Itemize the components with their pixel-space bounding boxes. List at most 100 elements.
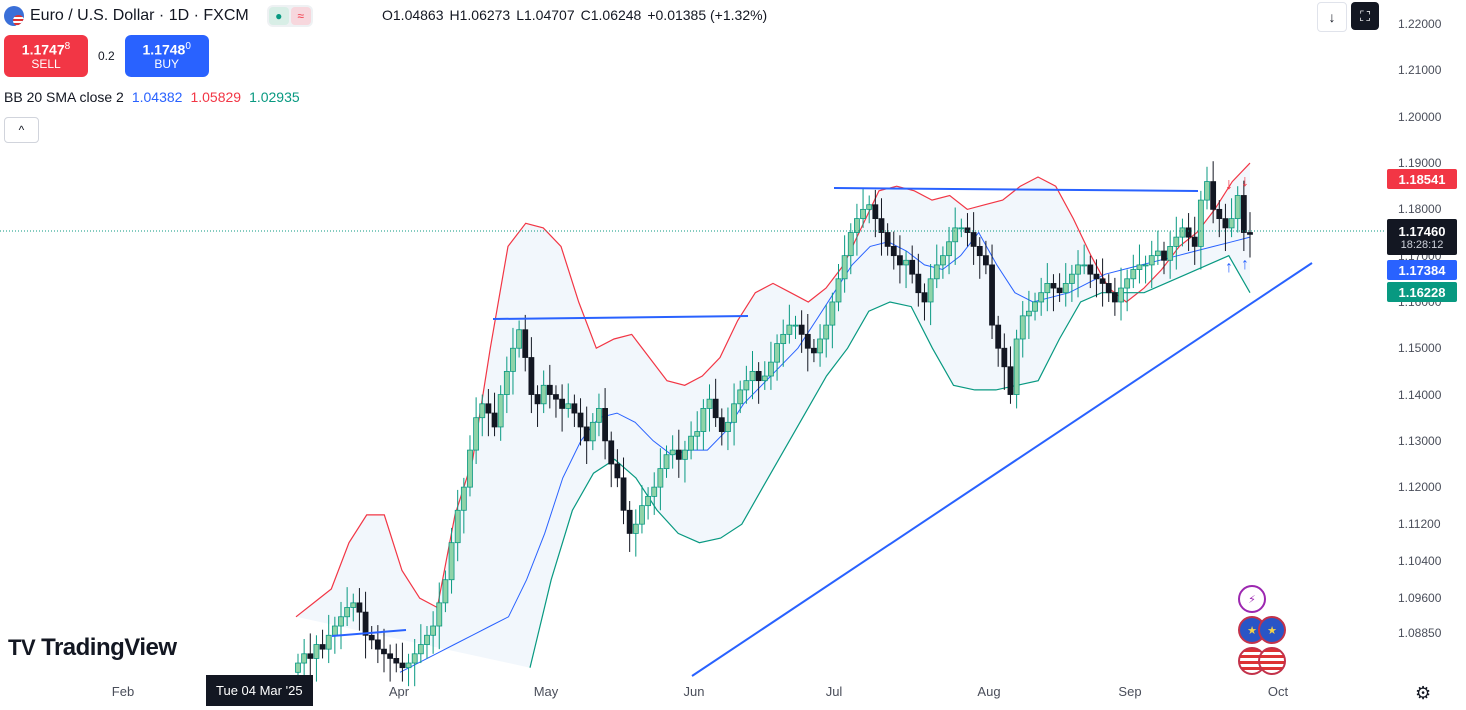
candle-body: [534, 394, 541, 405]
candle-body: [331, 625, 338, 636]
candle-body: [301, 653, 308, 664]
candle-body: [313, 644, 320, 659]
bb-basis-price-label: 1.17384: [1387, 260, 1457, 280]
candle-body: [1240, 195, 1247, 233]
download-icon[interactable]: ↓: [1317, 2, 1347, 32]
candle-body: [516, 329, 523, 349]
delayed-data-icon[interactable]: ≈: [290, 7, 311, 25]
candle-body: [540, 384, 547, 405]
candle-body: [1228, 218, 1235, 229]
sell-price-pip: 8: [64, 40, 71, 52]
price-tick-label: 1.08850: [1398, 625, 1442, 640]
chart-settings-icon[interactable]: ⚙: [1415, 683, 1432, 703]
price-tick-label: 1.09600: [1398, 591, 1442, 606]
candle-body: [577, 412, 584, 428]
candle-body: [374, 639, 381, 650]
candle-body: [381, 648, 387, 655]
candle-body: [811, 347, 817, 354]
candle-body: [442, 579, 449, 604]
candle-body: [694, 431, 701, 437]
candle-body: [1007, 366, 1014, 395]
candle-body: [1222, 218, 1229, 229]
candle-body: [387, 653, 394, 659]
signal-arrows: ↓ ↓ ↑ ↑: [1225, 173, 1249, 276]
candle-body: [657, 468, 664, 488]
candle-body: [866, 204, 873, 210]
candle-body: [933, 264, 940, 280]
buy-label: BUY: [154, 57, 180, 72]
indicator-lower-value: 1.02935: [249, 89, 300, 105]
candle-body: [1185, 227, 1192, 238]
candle-body: [602, 408, 608, 442]
candle-body: [903, 259, 909, 266]
candle-body: [485, 403, 492, 414]
indicator-upper-value: 1.05829: [190, 89, 242, 105]
candle-body: [608, 440, 615, 465]
candle-body: [344, 607, 351, 618]
crosshair-date-label: Tue 04 Mar '25: [206, 675, 313, 706]
candle-body: [878, 218, 885, 233]
symbol-header: Euro / U.S. Dollar · 1D · FXCM ● ≈: [4, 4, 313, 28]
bb-lower-price-label: 1.16228: [1387, 282, 1457, 302]
fullscreen-icon[interactable]: ⛶: [1351, 2, 1379, 30]
indicator-legend[interactable]: BB 20 SMA close 2 1.04382 1.05829 1.0293…: [4, 89, 300, 105]
indicator-basis-value: 1.04382: [131, 89, 183, 105]
candle-body: [614, 463, 621, 479]
trade-panel: 1.17478 SELL 0.2 1.17480 BUY: [4, 35, 209, 77]
sell-button[interactable]: 1.17478 SELL: [4, 35, 88, 77]
candle-body: [528, 357, 535, 395]
candles: [295, 161, 1253, 687]
collapse-legend-button[interactable]: ^: [4, 117, 39, 143]
candle-body: [473, 417, 480, 451]
candle-body: [1025, 310, 1032, 317]
ai-insight-icon[interactable]: ⚡: [1238, 585, 1266, 613]
candle-body: [1044, 283, 1051, 294]
eur-event-icon[interactable]: ★: [1258, 616, 1286, 644]
candle-body: [958, 227, 965, 230]
candle-body: [411, 653, 418, 664]
candle-body: [1210, 181, 1217, 210]
tradingview-logo[interactable]: TV TradingView: [8, 634, 177, 662]
candle-body: [1062, 283, 1069, 294]
candle-body: [768, 361, 774, 377]
spread-value: 0.2: [98, 49, 115, 63]
candle-body: [964, 227, 971, 233]
price-tick-label: 1.10400: [1398, 554, 1442, 569]
candle-body: [467, 449, 473, 488]
candle-body: [1093, 273, 1100, 280]
last-price-label: 1.17460 18:28:12: [1387, 219, 1457, 255]
candle-body: [804, 333, 811, 349]
market-open-icon[interactable]: ●: [268, 7, 289, 25]
candle-body: [596, 408, 602, 423]
candle-body: [1216, 208, 1223, 220]
candle-body: [872, 204, 879, 220]
price-tick-label: 1.21000: [1398, 63, 1442, 78]
candle-body: [743, 380, 750, 391]
bollinger-band-fill: [296, 163, 1250, 668]
candle-body: [1167, 246, 1174, 261]
candle-body: [1105, 283, 1112, 294]
candle-body: [424, 634, 430, 645]
candle-body: [1087, 264, 1094, 275]
candle-body: [559, 398, 566, 409]
candle-body: [1191, 236, 1198, 247]
candle-body: [682, 449, 688, 460]
usd-event-icon[interactable]: [1258, 647, 1286, 675]
bb-upper-price-label: 1.18541: [1387, 169, 1457, 189]
candle-body: [798, 324, 805, 335]
sell-signal-arrow: ↓: [1225, 176, 1233, 193]
symbol-title[interactable]: Euro / U.S. Dollar · 1D · FXCM: [30, 7, 249, 24]
candle-body: [393, 658, 400, 664]
candle-body: [1056, 287, 1063, 294]
candle-body: [940, 255, 946, 266]
candle-body: [399, 662, 406, 669]
candle-body: [651, 486, 658, 497]
candle-body: [1154, 250, 1161, 257]
buy-button[interactable]: 1.17480 BUY: [124, 35, 209, 77]
time-tick-label: Jul: [825, 684, 843, 699]
candle-body: [632, 523, 639, 534]
candle-body: [1148, 255, 1155, 266]
candle-body: [761, 375, 768, 382]
candle-body: [780, 333, 787, 345]
